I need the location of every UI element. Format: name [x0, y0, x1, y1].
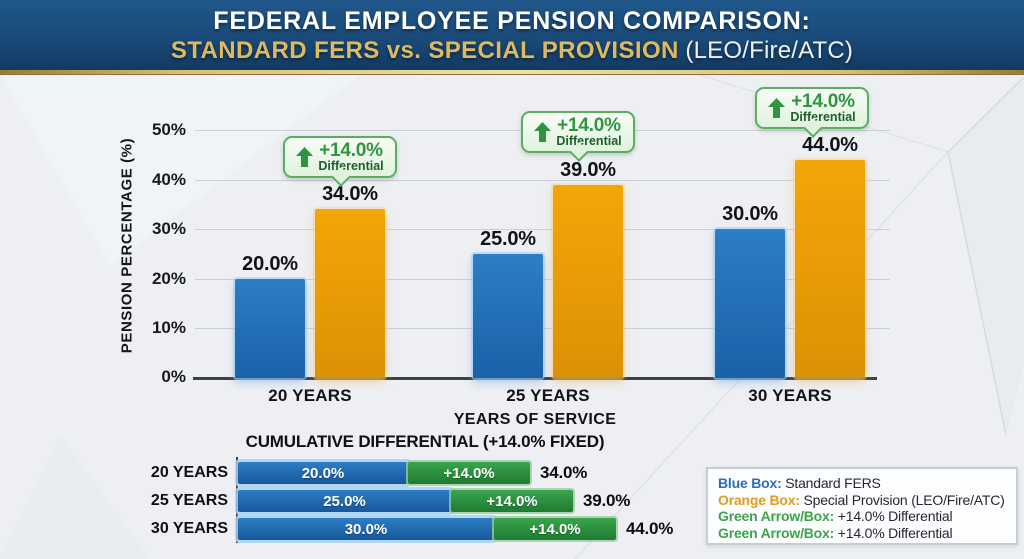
y-tick-40: 40%	[151, 170, 186, 189]
grid-line	[195, 180, 890, 181]
bar-special-30yr	[795, 160, 865, 378]
differential-callout-25yr: +14.0% Differential	[521, 111, 635, 153]
cumulative-diff-bar: +14.0%	[494, 518, 616, 540]
legend-item-green-2: Green Arrow/Box: +14.0% Differential	[718, 525, 1006, 542]
callout-value: +14.0%	[319, 140, 383, 161]
legend-item-orange: Orange Box: Special Provision (LEO/Fire/…	[718, 492, 1006, 509]
legend-value: +14.0% Differential	[834, 508, 953, 524]
bar-value-special-25yr: 39.0%	[560, 159, 616, 181]
callout-label: Differential	[790, 110, 856, 124]
legend-key: Green Arrow/Box:	[718, 524, 835, 541]
x-category-20yr: 20 YEARS	[268, 386, 352, 405]
y-tick-10: 10%	[151, 318, 186, 337]
subtitle-gold: STANDARD FERS vs. SPECIAL PROVISION	[170, 37, 679, 64]
grouped-bar-chart: PENSION PERCENTAGE (%) 50% 40% 30% 20% 1…	[0, 85, 1024, 435]
bar-value-special-30yr: 44.0%	[802, 134, 858, 156]
legend-key: Green Arrow/Box:	[718, 508, 835, 524]
cumulative-total-label: 34.0%	[540, 463, 588, 482]
cumulative-diff-bar: +14.0%	[408, 462, 530, 484]
x-category-25yr: 25 YEARS	[506, 386, 590, 405]
bar-value-standard-30yr: 30.0%	[722, 203, 778, 225]
subtitle-plain: (LEO/Fire/ATC)	[685, 37, 854, 64]
cumulative-total-label: 39.0%	[583, 491, 631, 510]
green-up-arrow-icon	[296, 147, 314, 167]
cumulative-row-label: 30 YEARS	[150, 520, 228, 537]
legend-box: Blue Box: Standard FERS Orange Box: Spec…	[706, 467, 1018, 545]
cumulative-base-bar: 25.0%	[238, 490, 451, 512]
differential-callout-20yr: +14.0% Differential	[283, 136, 397, 178]
callout-value: +14.0%	[557, 115, 621, 136]
cumulative-base-bar: 30.0%	[238, 518, 494, 540]
bar-special-25yr	[553, 185, 623, 378]
cumulative-differential-chart: CUMULATIVE DIFFERENTIAL (+14.0% FIXED) 2…	[150, 430, 725, 557]
bar-standard-25yr	[473, 254, 543, 378]
bar-standard-20yr	[235, 279, 305, 378]
differential-callout-30yr: +14.0% Differential	[755, 87, 869, 129]
cumulative-chart-title: CUMULATIVE DIFFERENTIAL (+14.0% FIXED)	[245, 432, 605, 451]
legend-value: +14.0% Differential	[834, 524, 953, 541]
y-tick-50: 50%	[151, 120, 186, 139]
gold-divider	[0, 70, 1024, 75]
cumulative-diff-bar: +14.0%	[451, 490, 573, 512]
cumulative-total-label: 44.0%	[626, 519, 674, 538]
x-axis-line	[193, 377, 877, 380]
legend-key: Blue Box:	[718, 475, 782, 491]
callout-label: Differential	[556, 134, 622, 148]
x-category-30yr: 30 YEARS	[748, 386, 832, 405]
legend-value: Standard FERS	[781, 475, 881, 491]
green-up-arrow-icon	[768, 98, 786, 118]
cumulative-row-label: 20 YEARS	[150, 464, 228, 481]
main-title: FEDERAL EMPLOYEE PENSION COMPARISON:	[213, 7, 811, 35]
grid-line	[195, 229, 890, 230]
background-facets	[0, 75, 1024, 559]
cumulative-base-bar: 20.0%	[238, 462, 408, 484]
bar-standard-30yr	[715, 229, 785, 378]
legend-item-green-1: Green Arrow/Box: +14.0% Differential	[718, 508, 1006, 525]
green-up-arrow-icon	[534, 122, 552, 142]
callout-value: +14.0%	[791, 91, 855, 112]
bar-special-20yr	[315, 209, 385, 378]
legend-key: Orange Box:	[718, 491, 800, 508]
legend-value: Special Provision (LEO/Fire/ATC)	[799, 491, 1005, 508]
callout-label: Differential	[318, 159, 384, 173]
x-axis-title: YEARS OF SERVICE	[453, 411, 617, 428]
y-tick-0: 0%	[161, 367, 186, 386]
y-tick-30: 30%	[151, 219, 186, 238]
bar-value-standard-25yr: 25.0%	[480, 228, 536, 250]
header-banner: FEDERAL EMPLOYEE PENSION COMPARISON: STA…	[0, 0, 1024, 70]
y-tick-20: 20%	[151, 269, 186, 288]
bar-value-special-20yr: 34.0%	[322, 183, 378, 205]
bar-value-standard-20yr: 20.0%	[242, 253, 298, 275]
cumulative-axis-line	[236, 457, 238, 543]
legend-item-blue: Blue Box: Standard FERS	[718, 475, 1006, 492]
subtitle: STANDARD FERS vs. SPECIAL PROVISION (LEO…	[0, 37, 1024, 65]
cumulative-row-label: 25 YEARS	[150, 492, 228, 509]
